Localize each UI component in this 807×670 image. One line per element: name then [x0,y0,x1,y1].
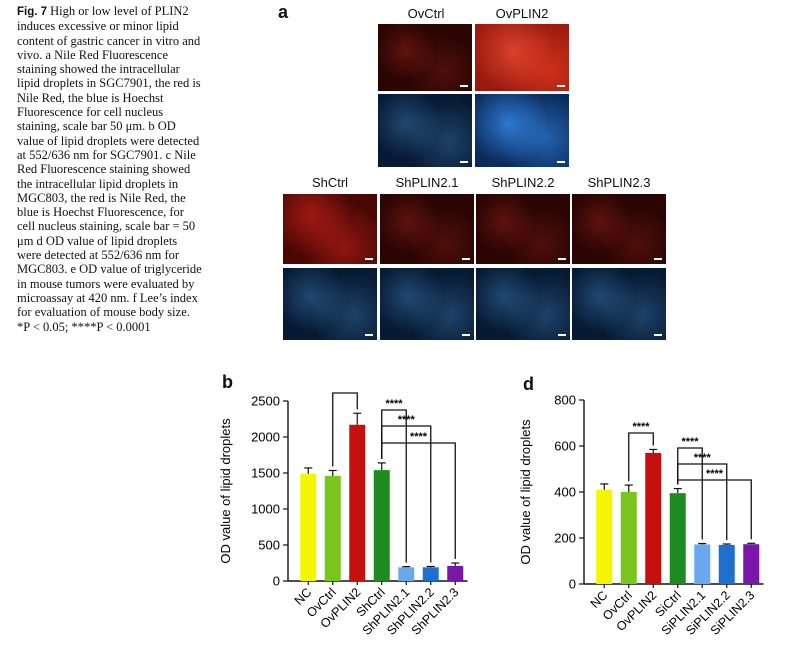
bar [645,452,662,584]
y-tick-label: 800 [554,393,576,408]
image-ovplin2-hoechst [475,94,569,167]
label-shplin2-2: ShPLIN2.2 [491,175,555,190]
scale-bar [462,334,470,336]
image-shctrl-hoechst [283,268,377,340]
significance-label: **** [706,468,724,480]
image-shplin2-3-nilered [572,194,666,264]
bar [620,492,637,584]
bar [743,544,760,584]
scale-bar [460,161,468,163]
significance-label: **** [681,436,699,448]
significance-label: **** [398,414,416,426]
label-shplin2-1: ShPLIN2.1 [395,175,459,190]
scale-bar [558,334,566,336]
bar [422,567,439,581]
significance-label: **** [694,452,712,464]
label-ovplin2: OvPLIN2 [495,6,549,21]
bar-chart-b: 0 500 1000 1500 2000 2500 OD value of lipid dr… [218,388,468,638]
y-tick-label: 1000 [251,502,280,517]
image-shplin2-3-hoechst [572,268,666,340]
scale-bar [558,258,566,260]
image-shplin2-2-hoechst [476,268,570,340]
bar [718,544,735,584]
bar [669,493,686,584]
scale-bar [557,161,565,163]
significance-label: **** [410,431,428,443]
bar [596,489,613,584]
image-ovctrl-hoechst [378,94,472,167]
bar [373,470,390,581]
significance-bracket [677,463,728,540]
panel-d-letter: d [523,374,534,394]
image-shplin2-1-nilered [380,194,474,264]
significance-bracket [381,442,456,559]
image-shplin2-2-nilered [476,194,570,264]
y-tick-label: 2000 [251,430,280,445]
image-ovctrl-nilered [378,24,472,91]
scale-bar [654,258,662,260]
scale-bar [654,334,662,336]
y-tick-label: 200 [554,531,576,546]
image-ovplin2-nilered [475,24,569,91]
y-tick-label: 2500 [251,394,280,409]
y-axis-label: OD value of lipid droplets [218,418,233,564]
scale-bar [365,258,373,260]
scale-bar [460,85,468,87]
label-shplin2-3: ShPLIN2.3 [587,175,651,190]
significance-label: **** [632,421,650,433]
y-tick-label: 500 [258,538,280,553]
y-tick-label: 400 [554,485,576,500]
figure-caption: Fig. 7 High or low level of PLIN2 induce… [17,4,202,334]
bar [324,475,341,581]
bar [398,567,415,581]
bar [694,544,711,584]
y-tick-label: 600 [554,439,576,454]
y-tick-label: 1500 [251,466,280,481]
scale-bar [462,258,470,260]
y-tick-label: 0 [273,574,280,589]
significance-bracket [628,432,654,482]
bar [349,424,366,581]
bar [447,565,464,581]
y-axis-label: OD value of lipid droplets [518,419,533,565]
significance-bracket [332,392,358,467]
image-shctrl-nilered [283,194,377,264]
label-ovctrl: OvCtrl [407,6,445,21]
panel-a-letter: a [278,2,289,22]
scale-bar [365,334,373,336]
caption-text: High or low level of PLIN2 induces exces… [17,4,202,334]
panel-b-letter: b [222,372,233,392]
figure-label: Fig. 7 [17,6,48,18]
label-shctrl: ShCtrl [311,175,349,190]
significance-label: **** [385,398,403,410]
y-tick-label: 0 [569,577,576,592]
significance-bracket [677,479,752,540]
bar [300,473,317,581]
scale-bar [557,85,565,87]
image-shplin2-1-hoechst [380,268,474,340]
significance-label: **** [336,388,354,393]
